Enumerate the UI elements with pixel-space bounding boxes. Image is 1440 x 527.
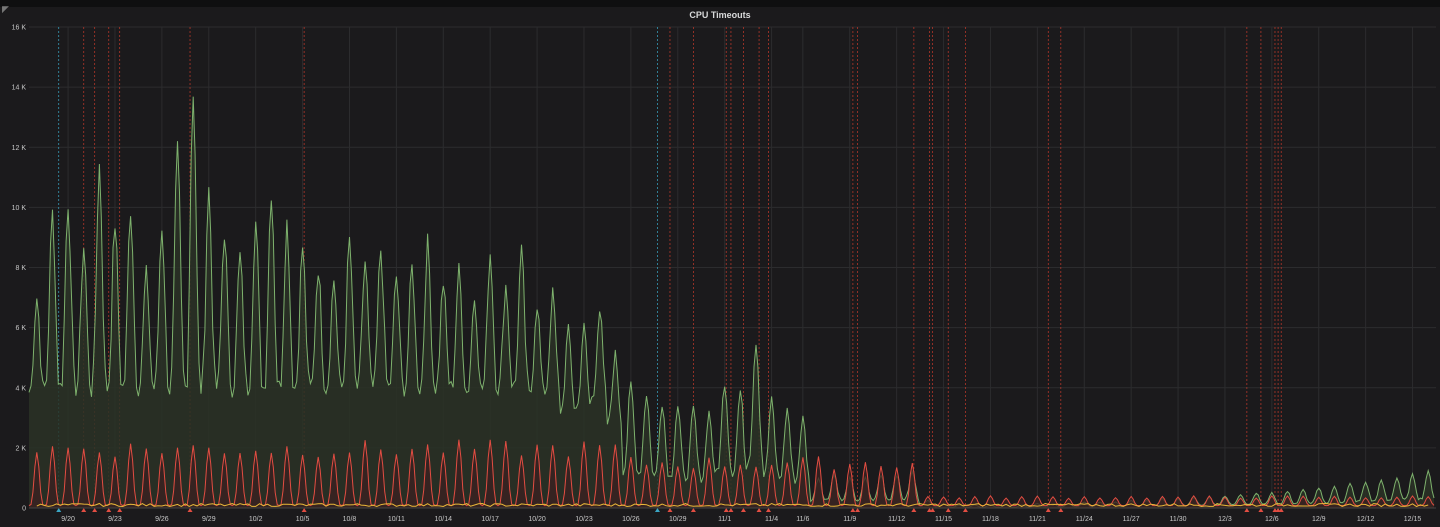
- y-tick-label: 14 K: [12, 85, 27, 92]
- annotation-marker-red: [1272, 508, 1278, 512]
- y-tick-label: 8 K: [15, 265, 26, 272]
- x-tick-label: 10/26: [622, 516, 640, 523]
- annotation-marker-red: [723, 508, 729, 512]
- annotation-marker-red: [1258, 508, 1264, 512]
- y-tick-label: 10 K: [12, 205, 27, 212]
- y-tick-label: 16 K: [12, 25, 27, 32]
- x-tick-label: 12/15: [1404, 516, 1422, 523]
- annotation-marker-red: [926, 508, 932, 512]
- annotation-marker-red: [962, 508, 968, 512]
- x-tick-label: 10/23: [575, 516, 593, 523]
- annotation-marker-red: [945, 508, 951, 512]
- annotation-marker-red: [855, 508, 861, 512]
- x-tick-label: 12/9: [1312, 516, 1326, 523]
- panel-top-bar: [0, 0, 1440, 7]
- x-tick-label: 9/26: [155, 516, 169, 523]
- annotation-marker-blue: [654, 508, 660, 512]
- annotation-marker-red: [117, 508, 123, 512]
- x-tick-label: 11/15: [935, 516, 952, 523]
- y-tick-label: 0: [22, 506, 26, 513]
- x-tick-label: 11/18: [982, 516, 999, 523]
- annotation-marker-red: [850, 508, 856, 512]
- annotation-marker-red: [187, 508, 193, 512]
- y-tick-label: 4 K: [15, 385, 26, 392]
- x-tick-label: 10/14: [435, 516, 453, 523]
- annotation-marker-red: [930, 508, 936, 512]
- x-tick-label: 9/20: [61, 516, 75, 523]
- annotation-marker-red: [1275, 508, 1281, 512]
- annotation-marker-red: [81, 508, 87, 512]
- x-tick-label: 11/21: [1029, 516, 1046, 523]
- x-tick-label: 11/24: [1076, 516, 1093, 523]
- annotation-marker-red: [756, 508, 762, 512]
- series-area-green: [29, 96, 1435, 508]
- annotation-marker-red: [911, 508, 917, 512]
- x-tick-label: 11/27: [1123, 516, 1140, 523]
- x-tick-label: 11/6: [796, 516, 809, 523]
- annotation-marker-red: [1058, 508, 1064, 512]
- x-tick-label: 12/6: [1265, 516, 1279, 523]
- x-tick-label: 11/4: [765, 516, 778, 523]
- annotation-marker-red: [1278, 508, 1284, 512]
- y-tick-label: 12 K: [12, 145, 27, 152]
- annotation-marker-red: [106, 508, 112, 512]
- series-line-yellow: [36, 502, 1429, 508]
- x-tick-label: 11/30: [1170, 516, 1187, 523]
- panel-corner-icon[interactable]: ◤: [2, 4, 9, 14]
- x-tick-label: 11/9: [843, 516, 856, 523]
- x-tick-label: 9/29: [202, 516, 216, 523]
- annotation-marker-red: [728, 508, 734, 512]
- annotation-marker-red: [690, 508, 696, 512]
- series-line-green: [28, 96, 1435, 508]
- y-tick-label: 2 K: [15, 445, 26, 452]
- y-tick-label: 6 K: [15, 325, 26, 332]
- annotation-marker-red: [301, 508, 307, 512]
- annotation-marker-red: [765, 508, 771, 512]
- annotation-marker-red: [1045, 508, 1051, 512]
- x-tick-label: 10/29: [669, 516, 687, 523]
- x-tick-label: 10/11: [388, 516, 405, 523]
- x-tick-label: 10/2: [249, 516, 263, 523]
- annotation-marker-red: [740, 508, 746, 512]
- x-tick-label: 10/20: [528, 516, 546, 523]
- x-tick-label: 12/12: [1357, 516, 1375, 523]
- x-tick-label: 10/8: [343, 516, 357, 523]
- x-tick-label: 12/3: [1218, 516, 1232, 523]
- annotation-marker-blue: [56, 508, 62, 512]
- annotation-marker-red: [1244, 508, 1250, 512]
- x-tick-label: 11/1: [718, 516, 731, 523]
- annotation-marker-red: [92, 508, 98, 512]
- annotation-marker-red: [667, 508, 673, 512]
- x-tick-label: 10/17: [481, 516, 499, 523]
- x-tick-label: 9/23: [108, 516, 122, 523]
- x-tick-label: 10/5: [296, 516, 310, 523]
- panel-title[interactable]: CPU Timeouts: [689, 10, 751, 20]
- x-tick-label: 11/12: [888, 516, 905, 523]
